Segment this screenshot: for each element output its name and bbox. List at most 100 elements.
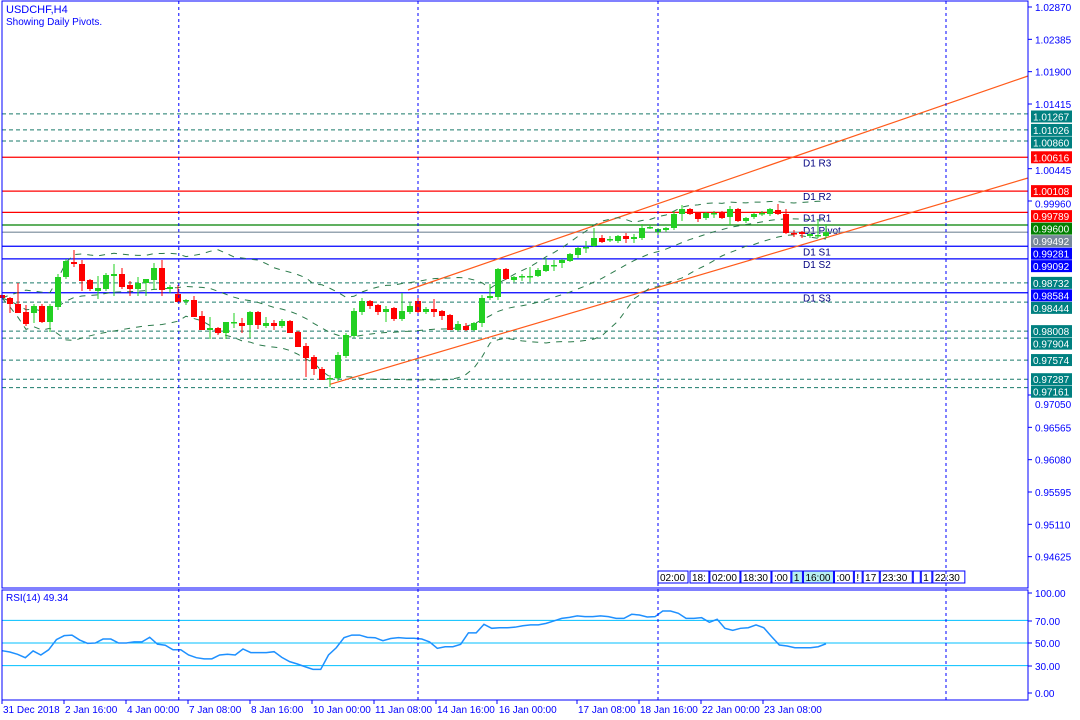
candle[interactable] [231, 313, 237, 328]
rsi-plot[interactable] [1, 610, 1028, 671]
candle[interactable] [175, 285, 181, 302]
candle[interactable] [575, 247, 581, 258]
candle[interactable] [431, 299, 437, 317]
candle[interactable] [751, 213, 757, 219]
candle[interactable] [823, 224, 829, 238]
candle[interactable] [511, 276, 517, 282]
candle[interactable] [255, 311, 261, 329]
candle[interactable] [23, 305, 29, 326]
candle[interactable] [759, 211, 765, 216]
candle[interactable] [647, 225, 653, 229]
candle[interactable] [719, 211, 725, 219]
candle[interactable] [55, 274, 61, 310]
candle[interactable] [311, 355, 317, 375]
candle[interactable] [679, 205, 685, 221]
candle[interactable] [663, 227, 669, 232]
candle[interactable] [239, 318, 245, 333]
candle[interactable] [535, 268, 541, 277]
candle[interactable] [367, 300, 373, 309]
candle[interactable] [487, 284, 493, 300]
candle[interactable] [463, 323, 469, 331]
candle[interactable] [767, 208, 773, 216]
candle[interactable] [119, 268, 125, 289]
candle[interactable] [151, 263, 157, 290]
candle[interactable] [263, 317, 269, 328]
candle[interactable] [727, 206, 733, 225]
candle[interactable] [447, 314, 453, 330]
candle[interactable] [479, 295, 485, 327]
candle[interactable] [775, 204, 781, 215]
candle[interactable] [407, 302, 413, 314]
candle[interactable] [519, 274, 525, 281]
candle[interactable] [527, 267, 533, 282]
candle[interactable] [303, 343, 309, 377]
candle[interactable] [423, 307, 429, 314]
candle[interactable] [343, 333, 349, 358]
candle[interactable] [335, 352, 341, 381]
candle[interactable] [671, 211, 677, 230]
candle[interactable] [543, 258, 549, 272]
candle[interactable] [791, 230, 797, 237]
candle[interactable] [39, 304, 45, 323]
candle[interactable] [439, 310, 445, 320]
candle[interactable] [623, 233, 629, 243]
candle[interactable] [375, 304, 381, 315]
price-plot[interactable]: D1 R3 D1 R2 D1 R1 D1 Pivot D1 S1 D1 S2 D1 S3 02… [0, 75, 1029, 584]
candle[interactable] [15, 283, 21, 313]
candle[interactable] [103, 273, 109, 291]
candle[interactable] [159, 260, 165, 296]
candle[interactable] [95, 276, 101, 299]
candle[interactable] [415, 298, 421, 314]
candle[interactable] [167, 285, 173, 293]
candle[interactable] [87, 279, 93, 291]
candle[interactable] [695, 212, 701, 222]
candle[interactable] [743, 217, 749, 223]
candle[interactable] [47, 304, 53, 332]
candle[interactable] [551, 260, 557, 271]
candle[interactable] [735, 208, 741, 222]
candle[interactable] [503, 268, 509, 280]
candle[interactable] [319, 367, 325, 380]
candle[interactable] [815, 220, 821, 238]
candle[interactable] [583, 241, 589, 253]
candle[interactable] [295, 331, 301, 347]
candle[interactable] [471, 322, 477, 331]
candle[interactable] [599, 235, 605, 243]
candle[interactable] [607, 236, 613, 242]
candle[interactable] [639, 224, 645, 240]
candle[interactable] [799, 231, 805, 238]
candle[interactable] [631, 234, 637, 243]
candle[interactable] [559, 259, 565, 268]
candle[interactable] [399, 293, 405, 321]
candle[interactable] [703, 212, 709, 220]
candle[interactable] [247, 311, 253, 338]
candle[interactable] [783, 209, 789, 234]
candle[interactable] [567, 253, 573, 262]
candle[interactable] [183, 299, 189, 305]
candle[interactable] [223, 322, 229, 339]
candle[interactable] [31, 304, 37, 323]
candle[interactable] [383, 306, 389, 322]
candle[interactable] [271, 320, 277, 330]
candle[interactable] [327, 375, 333, 387]
candle[interactable] [215, 327, 221, 335]
candle[interactable] [687, 208, 693, 215]
candle[interactable] [711, 211, 717, 218]
candle[interactable] [79, 260, 85, 291]
candle[interactable] [615, 235, 621, 243]
candle[interactable] [63, 259, 69, 279]
candle[interactable] [71, 250, 77, 267]
candle[interactable] [207, 317, 213, 339]
candle[interactable] [111, 264, 117, 296]
candle[interactable] [359, 298, 365, 315]
candle[interactable] [807, 233, 813, 238]
candle[interactable] [143, 279, 149, 296]
candle[interactable] [199, 311, 205, 330]
candle[interactable] [351, 308, 357, 338]
candle[interactable] [455, 321, 461, 331]
candle[interactable] [591, 228, 597, 247]
candle[interactable] [495, 268, 501, 300]
candle[interactable] [279, 319, 285, 328]
candle[interactable] [287, 320, 293, 333]
candle[interactable] [135, 277, 141, 296]
